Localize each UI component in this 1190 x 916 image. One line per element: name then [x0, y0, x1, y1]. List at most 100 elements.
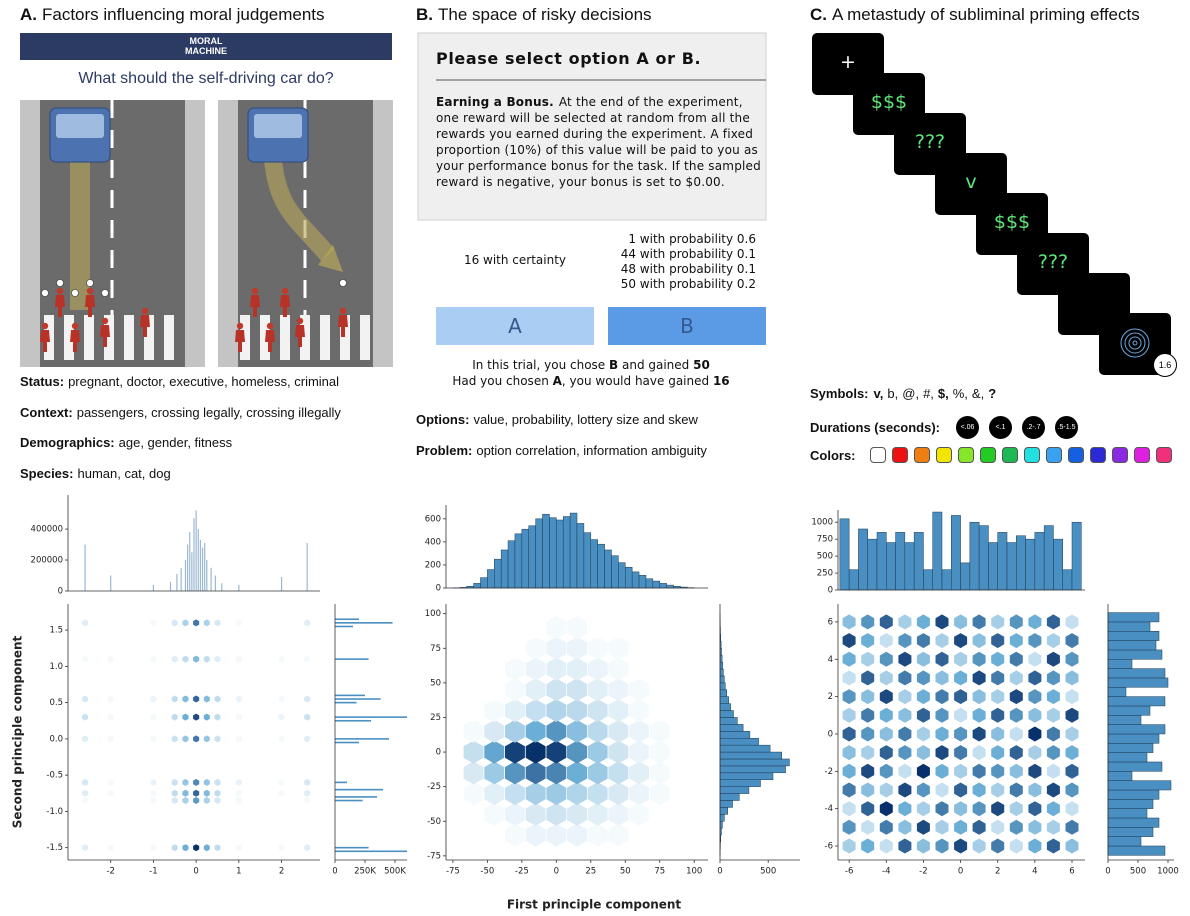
bar: [923, 570, 932, 590]
hex-cell: [182, 790, 188, 797]
hex-cell: [108, 696, 114, 703]
result-part: 16: [713, 374, 730, 388]
hex-cell: [236, 714, 242, 721]
hex-cell: [236, 735, 242, 742]
y-tick-label: 1000: [811, 518, 833, 528]
hex-cell: [608, 761, 628, 784]
legend-row: Colors:: [810, 447, 1178, 463]
hex-cell: [861, 708, 874, 723]
hex-cell: [484, 699, 504, 722]
hex-cell: [629, 658, 649, 681]
hex-cell: [1066, 839, 1079, 854]
hex-cell: [108, 797, 114, 804]
panel-title: B.The space of risky decisions: [416, 5, 652, 25]
hex-cell: [1066, 670, 1079, 685]
hex-cell: [182, 714, 188, 721]
bar: [720, 780, 760, 787]
bar: [170, 582, 171, 591]
hex-cell: [936, 839, 949, 854]
hex-cell: [567, 637, 587, 660]
bar: [1108, 837, 1141, 846]
bar: [1016, 536, 1025, 590]
hex-cell: [1028, 727, 1041, 742]
bar: [549, 518, 556, 588]
bar: [1108, 762, 1162, 771]
bar: [720, 814, 724, 821]
card-title: Please select option A or B.: [436, 49, 701, 68]
symbol-item: %,: [953, 386, 968, 401]
factor-line: Problem:option correlation, information …: [416, 443, 707, 458]
hex-cell: [861, 670, 874, 685]
bar: [281, 577, 282, 591]
hex-cell: [608, 824, 628, 847]
bar: [335, 720, 371, 722]
bar: [522, 529, 529, 588]
x-tick-label: 100: [686, 867, 702, 877]
bar: [1035, 532, 1044, 590]
hex-cell: [1028, 839, 1041, 854]
bar: [660, 583, 667, 588]
hex-cell: [193, 656, 199, 663]
option-a: 16 with certainty: [436, 253, 594, 267]
bar: [1007, 543, 1016, 590]
hex-cell: [650, 803, 670, 826]
choice-button[interactable]: A: [436, 307, 594, 345]
hex-cell: [546, 658, 566, 681]
hex-cell: [936, 727, 949, 742]
y-tick-label: 0: [828, 729, 833, 739]
hex-cell: [193, 797, 199, 804]
hex-cell: [671, 761, 691, 784]
hex-cell: [936, 801, 949, 816]
hex-cell: [464, 720, 484, 743]
hex-cell: [880, 689, 893, 704]
hex-cell: [546, 741, 566, 764]
hex-cell: [861, 633, 874, 648]
hex-cell: [917, 783, 930, 798]
hex-cell: [917, 614, 930, 629]
hex-cell: [567, 720, 587, 743]
duration-icon: .5-1.5: [1055, 416, 1078, 439]
bar: [335, 789, 383, 791]
hex-cell: [172, 656, 178, 663]
symbol-item: v,: [874, 386, 884, 401]
hex-cell: [150, 735, 156, 742]
bar: [335, 695, 365, 697]
bar: [335, 850, 407, 852]
hex-cell: [650, 761, 670, 784]
illustration-use: [102, 290, 109, 297]
hex-cell: [172, 735, 178, 742]
hex-cell: [880, 670, 893, 685]
bar: [605, 550, 612, 588]
choice-button[interactable]: B: [608, 307, 766, 345]
bar: [1108, 818, 1159, 827]
bar: [720, 807, 728, 814]
hex-cell: [880, 614, 893, 629]
hex-cell: [588, 678, 608, 701]
hex-cell: [973, 689, 986, 704]
hex-cell: [954, 801, 967, 816]
bar: [335, 716, 407, 718]
bar: [979, 526, 988, 590]
hex-cell: [991, 783, 1004, 798]
hex-cell: [215, 790, 221, 797]
stimulus-symbol: v: [935, 171, 1007, 193]
illustration-rect: [373, 100, 393, 367]
hex-cell: [172, 714, 178, 721]
hex-cell: [464, 824, 484, 847]
hex-cell: [236, 656, 242, 663]
bar: [1108, 697, 1165, 706]
bar: [1108, 622, 1150, 631]
hex-cell: [484, 678, 504, 701]
hex-cell: [1066, 708, 1079, 723]
stimulus-symbol: ???: [1017, 251, 1089, 273]
bar: [515, 534, 522, 588]
factor-text: value, probability, lottery size and ske…: [473, 412, 697, 427]
color-swatch: [914, 447, 930, 463]
bar: [487, 570, 494, 588]
y-tick-label: -0.5: [46, 771, 63, 781]
bar: [1108, 743, 1153, 752]
hex-cell: [464, 741, 484, 764]
result-part: and gained: [618, 358, 693, 372]
hex-cell: [650, 637, 670, 660]
bar: [215, 576, 216, 591]
